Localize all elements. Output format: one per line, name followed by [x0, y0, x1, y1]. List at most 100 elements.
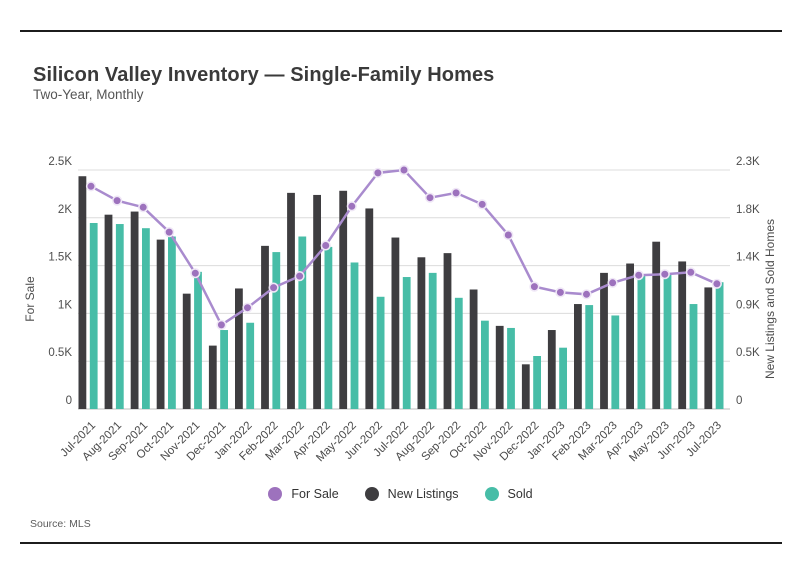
for-sale-dot	[85, 181, 97, 192]
left-axis-tick: 1.5K	[48, 252, 72, 264]
for-sale-dot	[164, 227, 175, 238]
page-subtitle: Two-Year, Monthly	[33, 87, 144, 102]
for-sale-dot	[607, 277, 618, 288]
new-listings-bar	[78, 176, 87, 409]
bars-group	[78, 176, 724, 409]
bottom-divider	[20, 542, 782, 544]
sold-bar	[272, 252, 281, 409]
for-sale-dot	[633, 270, 644, 281]
left-axis-tick: 0	[66, 395, 72, 407]
sold-bar	[559, 347, 567, 409]
sold-bar	[454, 297, 463, 409]
sold-bar	[663, 273, 672, 409]
sold-bar	[376, 296, 385, 409]
legend-item-new-listings: New Listings	[364, 487, 459, 501]
right-axis-tick: 0.9K	[736, 299, 760, 311]
sold-bar	[142, 228, 150, 409]
new-listings-swatch-icon	[364, 487, 379, 501]
left-axis-tick: 2K	[58, 204, 72, 216]
sold-bar	[428, 272, 437, 409]
sold-bar	[350, 262, 359, 409]
new-listings-bar	[521, 364, 530, 409]
right-axis-tick: 0.5K	[736, 347, 760, 359]
sold-bar	[507, 327, 515, 409]
for-sale-dot	[503, 229, 514, 241]
sold-bar	[715, 282, 724, 409]
new-listings-bar	[208, 345, 217, 409]
new-listings-bar	[600, 272, 608, 409]
new-listings-bar	[443, 253, 452, 409]
sold-bar	[637, 274, 646, 409]
for-sale-dot	[398, 164, 410, 176]
new-listings-bar	[313, 194, 321, 409]
page-title: Silicon Valley Inventory — Single-Family…	[33, 64, 495, 87]
new-listings-bar	[156, 239, 165, 409]
legend-label: Sold	[507, 487, 533, 501]
for-sale-dot	[659, 269, 670, 280]
sold-bar	[246, 322, 255, 409]
for-sale-dot	[555, 287, 566, 298]
for-sale-dot	[424, 192, 436, 203]
sold-bar	[689, 304, 698, 409]
new-listings-bar	[130, 211, 139, 409]
for-sale-dot	[111, 195, 123, 206]
right-axis-tick: 2.3K	[736, 156, 760, 168]
for-sale-dots	[85, 164, 723, 331]
new-listings-bar	[704, 287, 713, 409]
top-divider	[20, 30, 782, 32]
sold-bar	[194, 271, 202, 409]
legend-item-for-sale: For Sale	[268, 487, 339, 501]
x-axis-labels: Jul-2021Aug-2021Sep-2021Oct-2021Nov-2021…	[58, 420, 724, 465]
left-axis-tick: 2.5K	[48, 156, 72, 168]
new-listings-bar	[365, 208, 374, 409]
new-listings-bar	[417, 257, 426, 409]
sold-bar	[298, 236, 307, 409]
for-sale-swatch-icon	[268, 487, 283, 501]
new-listings-bar	[574, 304, 582, 409]
sold-bar	[611, 315, 620, 409]
new-listings-bar	[469, 289, 478, 409]
right-axis-tick: 1.8K	[736, 204, 760, 216]
source-note: Source: MLS	[30, 518, 91, 530]
sold-bar	[533, 356, 541, 409]
right-axis-tick: 1.4K	[736, 252, 760, 264]
sold-bar	[220, 330, 228, 409]
new-listings-bar	[391, 237, 400, 409]
new-listings-bar	[626, 263, 634, 409]
for-sale-dot	[242, 302, 253, 313]
new-listings-bar	[104, 214, 113, 409]
for-sale-dot	[451, 187, 462, 198]
left-axis-tick: 1K	[58, 299, 72, 311]
for-sale-dot	[268, 282, 279, 293]
for-sale-dot	[216, 319, 227, 331]
inventory-chart: 0 0 0.5K 0.5K 1K 0.9K 1.5K 1.4K 2K 1.8K 2.5K 2.3K Ju…	[48, 156, 760, 465]
chart-legend: For Sale New Listings Sold	[0, 487, 801, 501]
new-listings-bar	[495, 325, 504, 409]
for-sale-dot	[581, 289, 592, 300]
new-listings-bar	[235, 288, 243, 409]
for-sale-dot	[711, 278, 723, 289]
for-sale-dot	[685, 267, 696, 278]
for-sale-dot	[346, 201, 357, 212]
for-sale-dot	[372, 167, 384, 178]
for-sale-dot	[529, 281, 540, 292]
legend-item-sold: Sold	[484, 487, 533, 501]
new-listings-bar	[547, 330, 556, 409]
sold-bar	[585, 305, 594, 409]
for-sale-dot	[477, 199, 488, 210]
sold-bar	[324, 246, 333, 409]
for-sale-dot	[138, 202, 149, 213]
left-axis-tick: 0.5K	[48, 347, 72, 359]
new-listings-bar	[339, 190, 348, 409]
legend-label: New Listings	[387, 487, 459, 501]
sold-bar	[115, 224, 124, 409]
new-listings-bar	[287, 192, 295, 409]
legend-label: For Sale	[291, 487, 339, 501]
for-sale-dot	[294, 271, 305, 282]
sold-bar	[89, 222, 98, 409]
new-listings-bar	[652, 241, 661, 409]
right-axis-tick: 0	[736, 395, 742, 407]
sold-bar	[168, 236, 176, 409]
for-sale-dot	[190, 268, 201, 279]
